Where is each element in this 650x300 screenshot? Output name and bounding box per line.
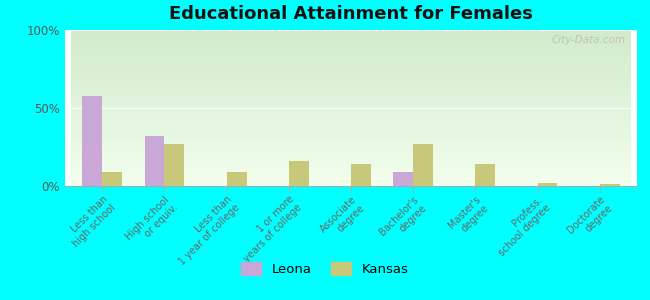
Bar	[102, 172, 122, 186]
Bar	[351, 164, 371, 186]
Bar	[227, 172, 246, 186]
Bar	[393, 172, 413, 186]
Title: Educational Attainment for Females: Educational Attainment for Females	[169, 5, 533, 23]
Bar	[475, 164, 495, 186]
Bar	[413, 144, 433, 186]
Bar	[144, 136, 164, 186]
Bar	[538, 183, 558, 186]
Legend: Leona, Kansas: Leona, Kansas	[236, 256, 414, 281]
Text: City-Data.com: City-Data.com	[551, 35, 625, 45]
Bar	[83, 95, 102, 186]
Bar	[164, 144, 185, 186]
Bar	[600, 184, 619, 186]
Bar	[289, 161, 309, 186]
